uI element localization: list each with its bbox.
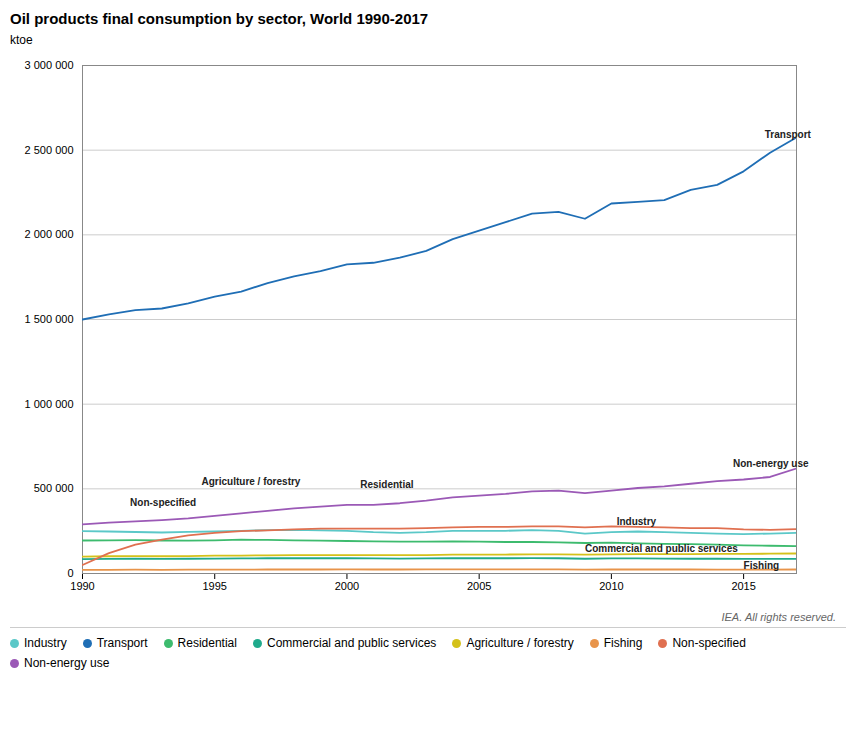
svg-text:1990: 1990 (70, 580, 94, 592)
html-text:Oil products final consumption: Oil products final consumption by sector… (10, 10, 429, 27)
svg-text:3 000 000: 3 000 000 (25, 59, 74, 71)
svg-text:2 500 000: 2 500 000 (25, 144, 74, 156)
html-text:Commercial and public services: Commercial and public services (267, 636, 437, 650)
svg-text:2 000 000: 2 000 000 (25, 228, 74, 240)
svg-text:Non-energy use: Non-energy use (733, 458, 809, 469)
svg-text:2010: 2010 (599, 580, 623, 592)
html-text:Agriculture / forestry: Agriculture / forestry (466, 636, 574, 650)
svg-text:2015: 2015 (731, 580, 755, 592)
html-text:Non-specified: Non-specified (672, 636, 746, 650)
svg-text:1995: 1995 (202, 580, 226, 592)
svg-text:Agriculture / forestry: Agriculture / forestry (202, 476, 301, 487)
svg-text:0: 0 (67, 567, 73, 579)
html-text:Non-energy use: Non-energy use (24, 656, 110, 670)
svg-text:1 000 000: 1 000 000 (25, 398, 74, 410)
svg-text:500 000: 500 000 (34, 482, 74, 494)
svg-text:Transport: Transport (765, 129, 812, 140)
html-text:Transport: Transport (96, 636, 148, 650)
svg-text:Commercial and public services: Commercial and public services (585, 543, 738, 554)
html-text:ktoe: ktoe (10, 33, 33, 47)
svg-text:Industry: Industry (617, 516, 657, 527)
svg-text:2000: 2000 (335, 580, 359, 592)
svg-text:1 500 000: 1 500 000 (25, 313, 74, 325)
html-text:IEA. All rights reserved.: IEA. All rights reserved. (721, 611, 836, 623)
html-text:Fishing: Fishing (603, 636, 643, 650)
svg-text:2005: 2005 (467, 580, 491, 592)
html-text:Residential: Residential (177, 636, 237, 650)
svg-text:Residential: Residential (360, 479, 414, 490)
svg-text:Non-specified: Non-specified (130, 497, 196, 508)
svg-text:Fishing: Fishing (744, 560, 780, 571)
html-text:Industry: Industry (24, 636, 67, 650)
